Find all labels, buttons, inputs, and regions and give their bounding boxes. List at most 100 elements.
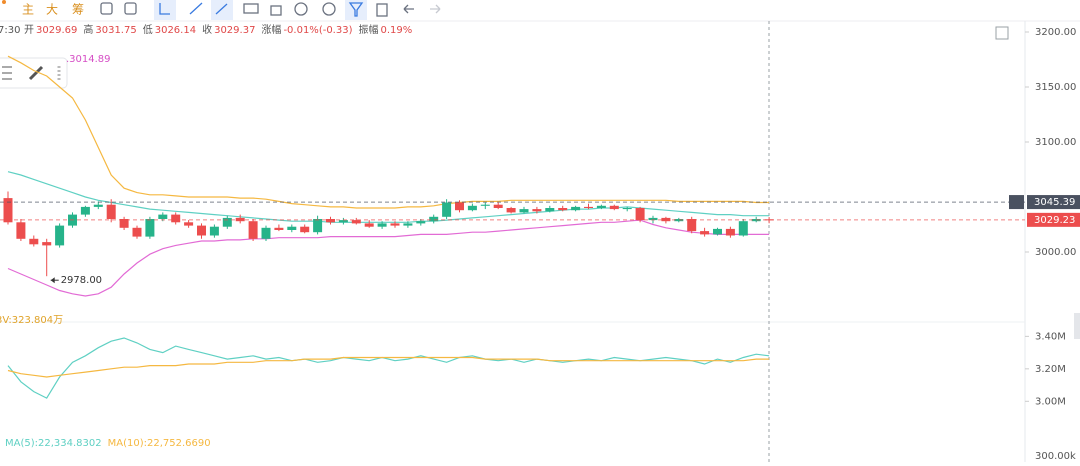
y-tick-label: 3.00M	[1035, 396, 1066, 407]
candle-body	[596, 205, 606, 208]
candle-body	[16, 222, 26, 239]
candle-body	[558, 208, 568, 211]
info-label: 高	[83, 23, 93, 36]
tab[interactable]: 筹	[72, 3, 84, 17]
icon[interactable]	[159, 3, 170, 15]
info-label: 振幅	[359, 23, 379, 36]
info-value: -0.01%(-0.33)	[283, 25, 352, 36]
panel-label: 3V:323.804万	[0, 315, 63, 326]
y-tick-label: 3100.00	[1035, 137, 1076, 148]
y-tick-label: 3.20M	[1035, 364, 1066, 375]
icon[interactable]	[294, 2, 308, 16]
candle-body	[287, 226, 297, 230]
candle-body	[506, 208, 516, 213]
icon[interactable]	[243, 3, 259, 14]
info-value: 0.19%	[381, 25, 413, 36]
icon-active[interactable]	[154, 0, 176, 20]
toolbar-icons	[100, 0, 441, 20]
candle-body	[532, 209, 542, 212]
axis-bottom-label: 300.00k	[1035, 451, 1076, 462]
price-tag-bg	[1027, 195, 1080, 210]
candle-body	[519, 209, 529, 213]
panel-handle[interactable]	[1074, 313, 1080, 339]
icon[interactable]	[270, 5, 282, 16]
candle-body	[713, 228, 722, 235]
candle-body	[351, 220, 361, 224]
candle-body	[377, 223, 387, 227]
candle-body	[132, 227, 142, 237]
candle-body	[403, 223, 413, 226]
candle-body	[584, 206, 593, 208]
candle-body	[648, 217, 658, 221]
candle-body	[158, 214, 168, 219]
icon[interactable]	[215, 3, 228, 15]
annotation-arrowhead	[50, 277, 55, 284]
candle-body	[725, 228, 735, 236]
candle-body	[467, 205, 477, 211]
candle-body	[261, 227, 271, 239]
candle-body	[222, 217, 232, 227]
info-value: 3029.69	[36, 25, 77, 36]
tab[interactable]: 大	[46, 3, 58, 17]
ruler-icon[interactable]	[28, 65, 44, 81]
candle-body	[3, 198, 13, 223]
candle-body	[764, 219, 774, 221]
candle-body	[145, 219, 155, 237]
candle-body	[700, 231, 710, 235]
candle-body	[55, 225, 65, 246]
menu-icon[interactable]	[2, 66, 12, 80]
candle-body	[738, 221, 748, 236]
candle-body	[571, 206, 581, 211]
icon[interactable]	[348, 2, 364, 17]
band-line	[7, 55, 770, 209]
band-line	[7, 219, 770, 297]
candle-body	[313, 219, 323, 233]
candle-body	[274, 227, 284, 230]
candle-body	[171, 214, 181, 223]
candle-body	[364, 223, 374, 227]
candle-body	[442, 202, 452, 217]
candle-body	[480, 204, 490, 206]
y-tick-label: 3000.00	[1035, 247, 1076, 258]
candle-body	[622, 208, 632, 210]
candle-body	[197, 225, 206, 236]
info-label: 收	[202, 23, 212, 36]
icon[interactable]	[403, 4, 414, 14]
info-label: 开	[24, 25, 34, 36]
dot	[2, 0, 6, 4]
icon[interactable]	[322, 2, 336, 16]
add-button[interactable]	[1009, 195, 1024, 210]
band-line	[7, 171, 770, 223]
info-label: 低	[143, 23, 153, 36]
candle-body	[248, 221, 258, 239]
y-tick-label: 3150.00	[1035, 82, 1076, 93]
y-tick-label: 3.40M	[1035, 331, 1066, 342]
toolbar	[0, 0, 1080, 21]
icon-active[interactable]	[211, 0, 233, 20]
info-value: 3029.37	[214, 25, 255, 36]
expand-icon[interactable]	[995, 26, 1009, 40]
icon[interactable]	[376, 3, 388, 17]
info-value: 3026.14	[155, 25, 196, 36]
tab[interactable]: 主	[22, 3, 34, 17]
icon[interactable]	[100, 2, 113, 15]
price-tag-bg	[1027, 212, 1080, 227]
candle-body	[93, 204, 103, 207]
info-time: 7:30	[0, 25, 20, 36]
candle-body	[609, 205, 619, 210]
candle-body	[493, 204, 503, 208]
icon[interactable]	[124, 2, 137, 15]
indicator-line	[7, 356, 770, 378]
candle-body	[29, 238, 39, 245]
candle-body	[326, 219, 335, 223]
candle-body	[635, 208, 645, 221]
low-annotation: 2978.00	[61, 275, 102, 286]
icon[interactable]	[430, 4, 441, 14]
candle-body	[300, 226, 310, 233]
icon-active[interactable]	[345, 0, 367, 20]
candle-body	[429, 216, 439, 222]
icon[interactable]	[189, 2, 203, 15]
info-value: 3031.75	[95, 25, 136, 36]
